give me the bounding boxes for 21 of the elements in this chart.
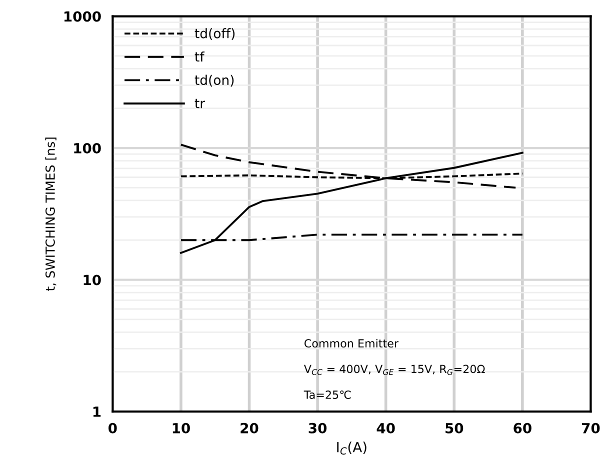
annotation: Ta=25℃ [304, 390, 351, 399]
legend-label: td(on) [194, 74, 234, 87]
y-tick-label: 100 [74, 142, 101, 154]
x-tick-label: 10 [172, 422, 190, 434]
legend-label: tf [194, 51, 205, 62]
annotation: V$_{CC}$ = 400V, V$_{GE}$ = 15V, R$_{G}$=20Ω [304, 364, 485, 375]
y-tick-label: 1 [93, 406, 101, 417]
x-tick-label: 30 [308, 422, 327, 434]
x-tick-label: 20 [240, 422, 258, 434]
x-axis-title: I$_{C}$(A) [337, 442, 366, 455]
x-tick-label: 50 [446, 422, 464, 434]
y-axis-title: t, SWITCHING TIMES [ns] [45, 138, 56, 291]
y-tick-label: 1000 [64, 11, 101, 22]
y-tick-label: 10 [84, 274, 101, 286]
annotation: Common Emitter [304, 338, 399, 348]
legend-label: td(off) [194, 28, 235, 40]
x-tick-label: 0 [108, 422, 117, 434]
x-tick-label: 60 [514, 422, 532, 434]
x-tick-label: 40 [376, 422, 395, 434]
x-tick-label: 70 [582, 422, 600, 434]
legend-label: tr [194, 98, 206, 108]
